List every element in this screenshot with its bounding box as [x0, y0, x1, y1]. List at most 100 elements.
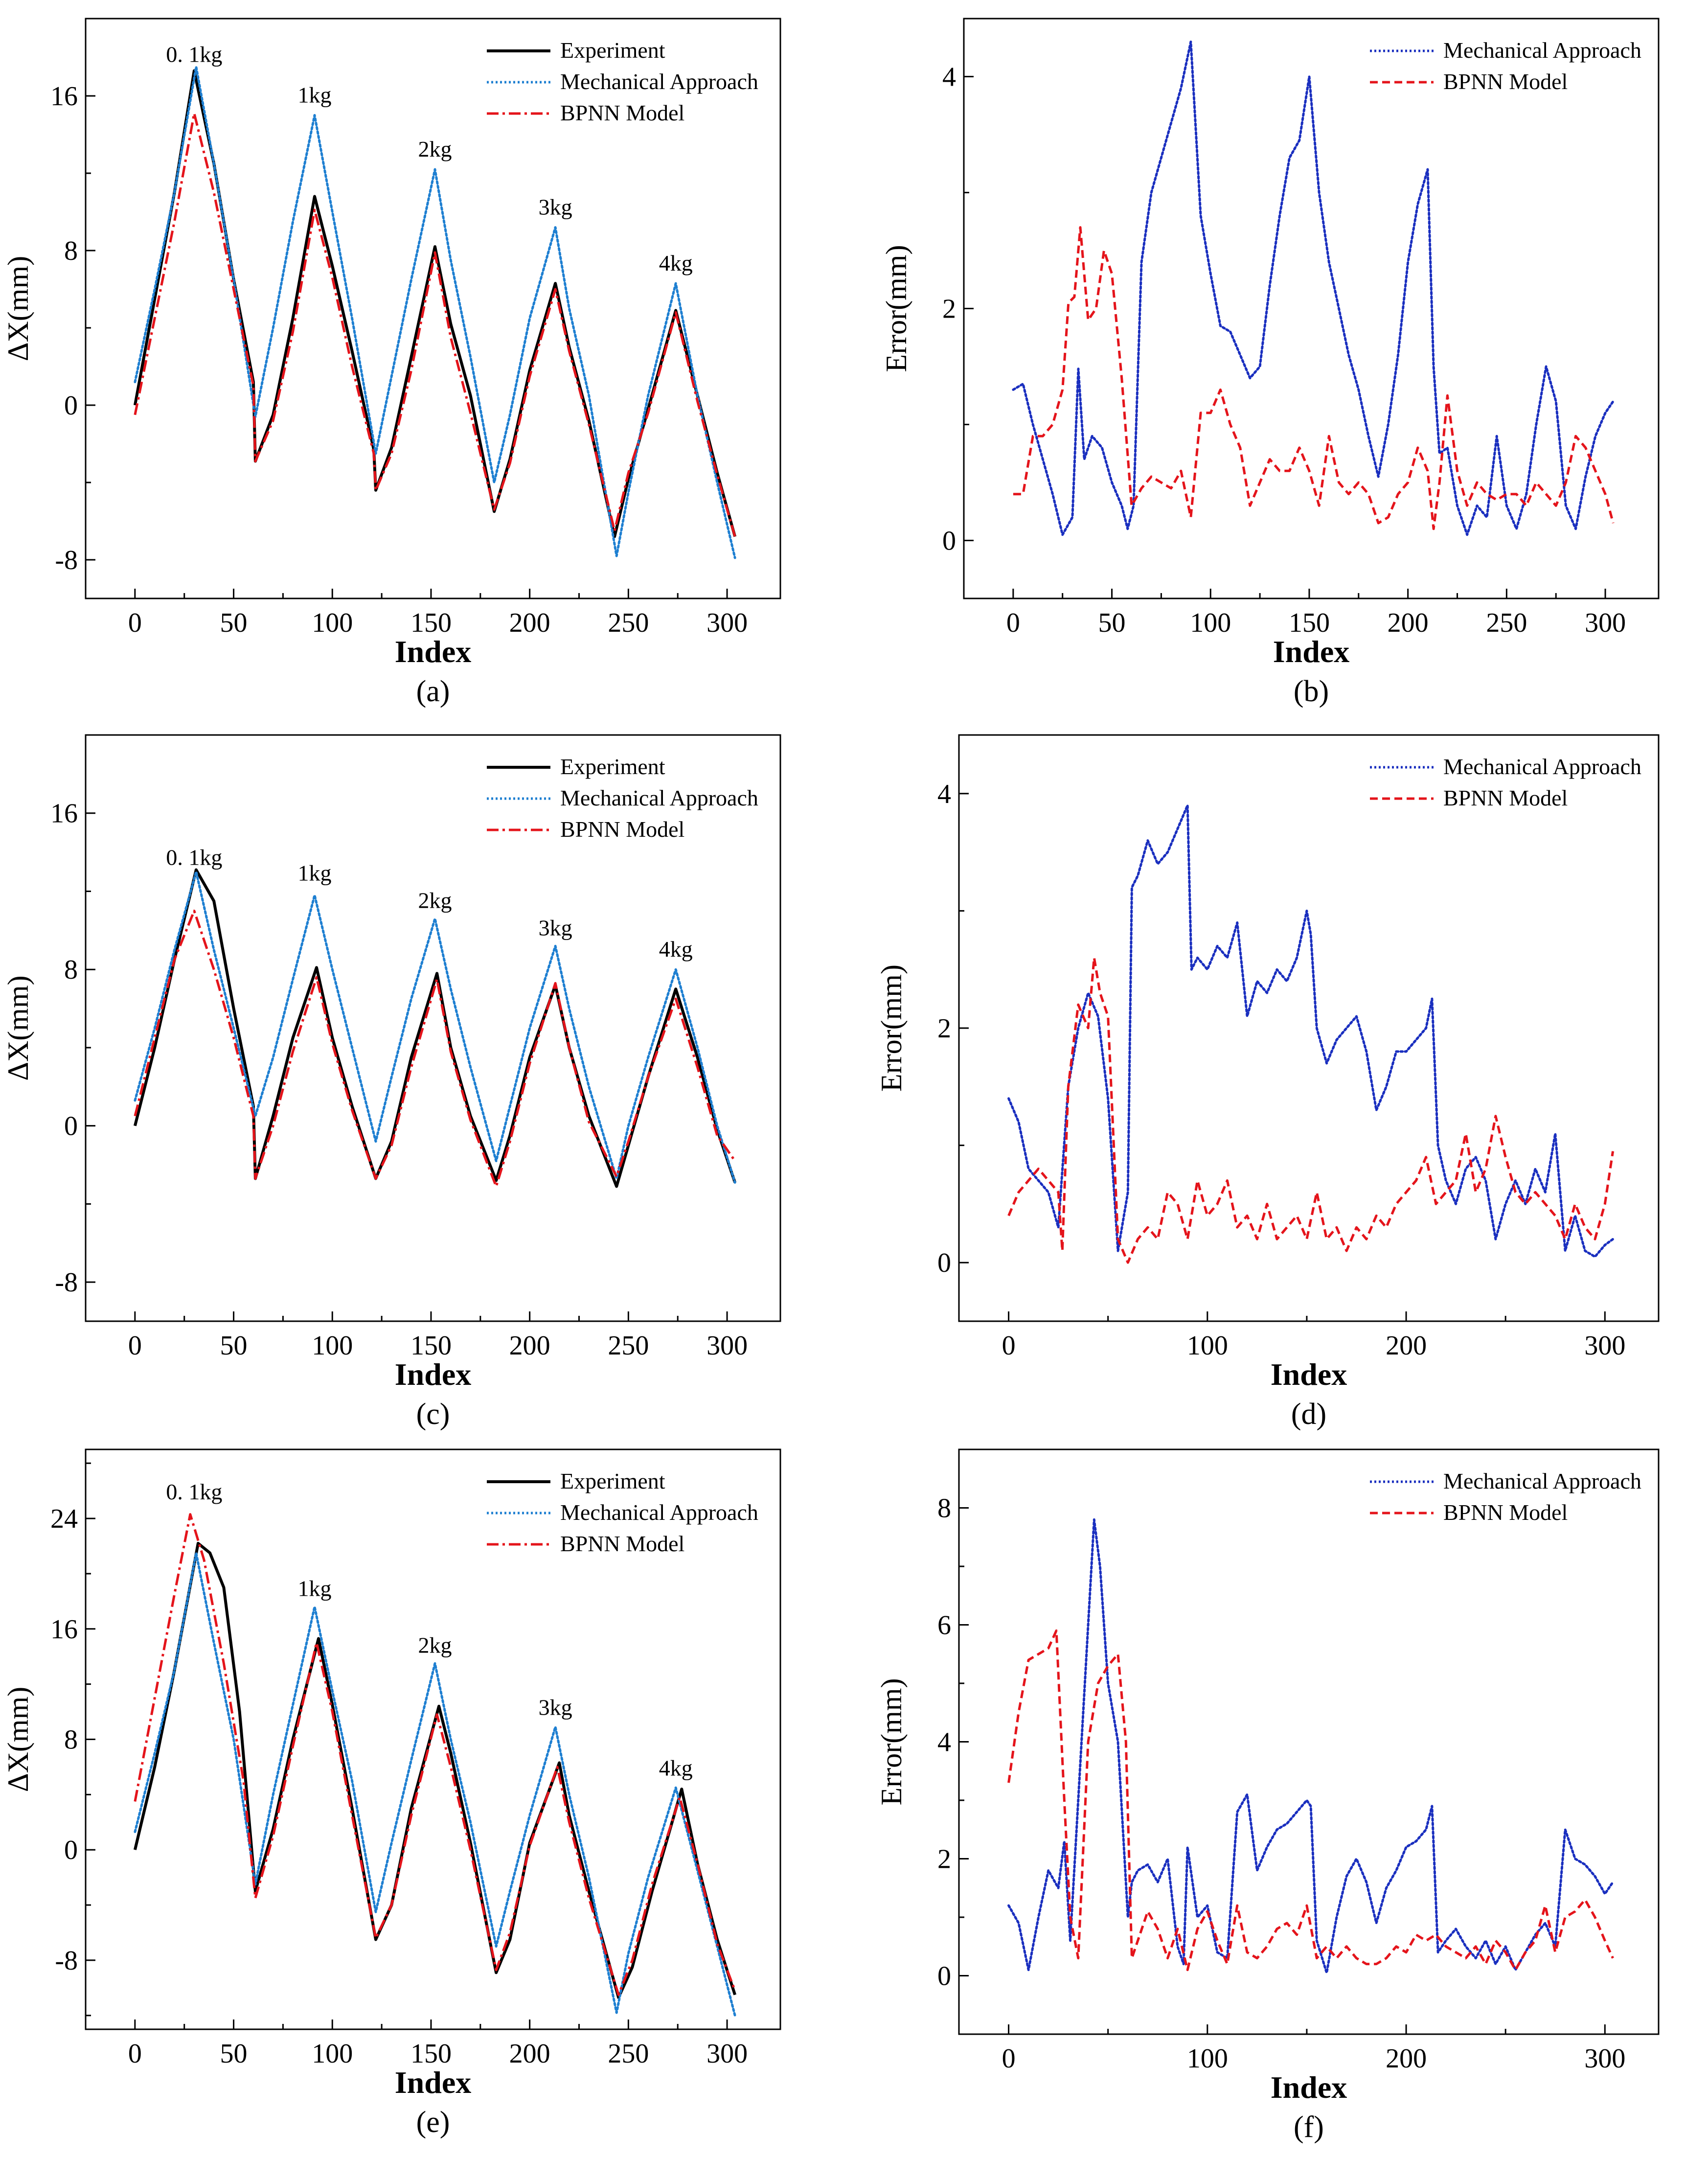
series-line-experiment — [133, 868, 737, 1188]
series-group — [1012, 40, 1615, 536]
y-tick-label: 24 — [50, 1504, 78, 1534]
legend-label-mechanical-approach: Mechanical Approach — [560, 1500, 758, 1525]
legend-label-mechanical-approach: Mechanical Approach — [1443, 38, 1641, 63]
series-group — [133, 868, 737, 1188]
y-tick-label: -8 — [55, 545, 78, 575]
load-annotation: 4kg — [659, 251, 693, 275]
y-tick-label: 0 — [937, 1961, 951, 1992]
legend-label-bpnn-model: BPNN Model — [1443, 69, 1568, 94]
x-axis-label: Index — [1271, 2070, 1347, 2105]
x-tick-label: 300 — [1584, 2043, 1625, 2074]
x-axis-label: Index — [395, 1357, 472, 1392]
y-axis-label: ΔX(mm) — [2, 1687, 34, 1792]
load-annotation: 3kg — [539, 915, 572, 940]
x-tick-label: 250 — [1486, 608, 1527, 638]
series-line-bpnn-model — [134, 112, 736, 537]
y-tick-label: 4 — [937, 1727, 951, 1758]
panel-e: 0 50 100 150 200 250 300 -8 0 8 16 24 Index ΔX(mm) (e)… — [2, 1448, 781, 2139]
load-annotation: 3kg — [539, 195, 572, 220]
load-annotation: 4kg — [659, 937, 693, 962]
plot-frame — [85, 734, 781, 1322]
x-tick-label: 0 — [1006, 608, 1020, 638]
x-tick-label: 100 — [1187, 2043, 1228, 2074]
x-tick-label: 50 — [220, 1331, 248, 1361]
series-group — [1007, 1518, 1615, 1974]
y-axis-label: Error(mm) — [875, 1678, 908, 1806]
y-tick-label: 0 — [64, 1111, 78, 1142]
legend-label-mechanical-approach: Mechanical Approach — [560, 69, 758, 94]
series-line-mechanical-approach — [1007, 804, 1615, 1258]
panel-f: 0 100 200 300 0 2 4 6 8 Index Error(mm) (f) Mechanic… — [875, 1448, 1660, 2144]
series-line-mechanical-approach — [1007, 1518, 1615, 1974]
y-tick-label: 16 — [50, 1614, 78, 1645]
load-annotation: 1kg — [297, 83, 331, 108]
series-line-mechanical-approach — [134, 66, 736, 559]
panel-caption: (d) — [1291, 1398, 1326, 1431]
panel-caption: (f) — [1294, 2111, 1324, 2144]
y-tick-label: 0 — [937, 1248, 951, 1278]
x-tick-label: 0 — [1002, 1331, 1016, 1361]
x-tick-label: 0 — [128, 608, 142, 638]
load-annotation: 1kg — [297, 1576, 331, 1601]
legend-label-experiment: Experiment — [560, 754, 665, 779]
legend-label-experiment: Experiment — [560, 1469, 665, 1493]
x-axis-label: Index — [1271, 1357, 1347, 1392]
legend-label-mechanical-approach: Mechanical Approach — [560, 785, 758, 810]
legend-label-mechanical-approach: Mechanical Approach — [1443, 754, 1641, 779]
x-tick-label: 200 — [1386, 1331, 1427, 1361]
x-tick-label: 50 — [1098, 608, 1126, 638]
y-axis-label: ΔX(mm) — [2, 975, 34, 1080]
series-line-bpnn-model — [1007, 956, 1615, 1264]
legend-label-bpnn-model: BPNN Model — [560, 100, 684, 125]
x-tick-label: 100 — [1187, 1331, 1228, 1361]
load-annotation: 0. 1kg — [166, 845, 222, 870]
y-tick-label: 0 — [942, 526, 956, 556]
panel-c: 0 50 100 150 200 250 300 -8 0 8 16 Index ΔX(mm) (c) 0.… — [2, 734, 781, 1431]
series-line-mechanical-approach — [134, 871, 736, 1184]
series-line-experiment — [133, 69, 737, 538]
y-tick-label: 2 — [942, 294, 956, 324]
panel-caption: (a) — [416, 675, 450, 708]
load-annotation: 4kg — [659, 1755, 693, 1780]
series-line-mechanical-approach — [134, 1552, 736, 2017]
load-annotation: 2kg — [418, 1632, 452, 1657]
y-axis-label: Error(mm) — [875, 964, 908, 1092]
load-annotation: 2kg — [418, 137, 452, 161]
y-tick-label: 2 — [937, 1013, 951, 1044]
x-tick-label: 250 — [608, 608, 649, 638]
panel-caption: (c) — [416, 1398, 450, 1431]
y-tick-label: 16 — [50, 81, 78, 112]
y-axis-label: ΔX(mm) — [2, 256, 34, 361]
x-tick-label: 200 — [509, 1331, 550, 1361]
x-axis-label: Index — [395, 2065, 472, 2100]
legend-label-bpnn-model: BPNN Model — [1443, 1500, 1568, 1525]
panel-caption: (e) — [416, 2106, 450, 2139]
legend-label-mechanical-approach: Mechanical Approach — [1443, 1469, 1641, 1493]
legend-label-experiment: Experiment — [560, 38, 665, 63]
series-line-bpnn-model — [134, 1513, 736, 1996]
legend-label-bpnn-model: BPNN Model — [560, 1531, 684, 1556]
series-group — [1007, 804, 1615, 1264]
load-annotation: 0. 1kg — [166, 1479, 222, 1504]
x-tick-label: 200 — [509, 2039, 550, 2069]
x-tick-label: 300 — [1584, 1331, 1625, 1361]
y-tick-label: 0 — [64, 1835, 78, 1865]
load-annotation: 2kg — [418, 888, 452, 913]
x-tick-label: 100 — [312, 608, 353, 638]
x-tick-label: 150 — [1289, 608, 1330, 638]
x-tick-label: 300 — [706, 2039, 748, 2069]
x-tick-label: 150 — [410, 608, 452, 638]
x-tick-label: 0 — [128, 2039, 142, 2069]
y-tick-label: 8 — [64, 236, 78, 266]
x-tick-label: 100 — [312, 2039, 353, 2069]
y-tick-label: 4 — [937, 779, 951, 809]
series-line-bpnn-model — [1007, 1629, 1614, 1972]
x-axis-label: Index — [395, 634, 472, 669]
x-tick-label: 150 — [410, 1331, 452, 1361]
x-tick-label: 200 — [1388, 608, 1429, 638]
x-tick-label: 150 — [410, 2039, 452, 2069]
x-axis-label: Index — [1273, 634, 1350, 669]
x-tick-label: 200 — [509, 608, 550, 638]
